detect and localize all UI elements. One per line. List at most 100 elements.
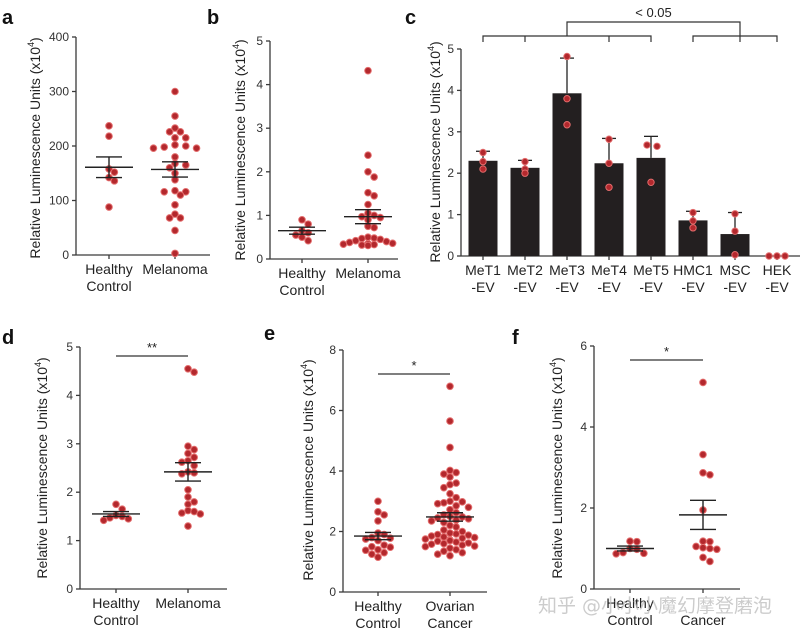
- data-point: [171, 153, 179, 161]
- data-point: [190, 368, 198, 376]
- y-axis-label: Relative Luminescence Units (x104): [231, 39, 248, 260]
- data-point: [605, 183, 613, 191]
- data-point: [470, 533, 479, 542]
- y-tick-label: 2: [447, 166, 454, 180]
- data-point: [452, 530, 460, 538]
- y-axis-label-exponent: 4: [426, 46, 436, 51]
- data-point: [184, 500, 192, 509]
- data-point: [171, 201, 179, 209]
- data-point: [446, 551, 454, 560]
- y-tick-label: 0: [580, 582, 587, 596]
- data-point: [112, 500, 120, 509]
- bar-MeT3-EV: [552, 93, 582, 256]
- data-point: [612, 549, 620, 558]
- data-point: [452, 545, 460, 554]
- data-point: [358, 241, 366, 249]
- data-point: [370, 234, 378, 242]
- y-tick-label: 5: [447, 42, 454, 56]
- data-point: [124, 515, 133, 523]
- data-point: [440, 518, 448, 527]
- data-point: [368, 542, 376, 551]
- data-point: [446, 382, 454, 391]
- data-point: [464, 531, 473, 539]
- data-point: [368, 550, 376, 558]
- data-point: [427, 517, 436, 525]
- data-point: [440, 483, 448, 492]
- y-axis-label-exponent: 4: [231, 44, 241, 49]
- panel-letter-b: b: [207, 7, 219, 29]
- y-tick-label: 200: [49, 139, 69, 153]
- data-point: [160, 143, 169, 151]
- x-category-label: Control: [279, 282, 324, 298]
- data-point: [374, 497, 382, 506]
- y-axis-label-close: ): [549, 357, 565, 362]
- data-point: [446, 521, 454, 530]
- y-axis-label: Relative Luminescence Units (x104): [548, 357, 565, 578]
- data-point: [713, 545, 721, 554]
- y-tick-label: 0: [66, 582, 73, 596]
- data-point: [105, 132, 113, 140]
- data-point: [106, 514, 114, 522]
- y-tick-label: 4: [329, 464, 336, 478]
- x-category-label: MeT2: [507, 262, 543, 278]
- panel-letter-c: c: [405, 7, 416, 29]
- panel-e: e 0 2 4 6 8 Relative Luminescence Units (x104)…: [264, 323, 487, 631]
- data-point: [440, 498, 448, 507]
- data-point: [298, 233, 306, 241]
- x-category-label: MeT5: [633, 262, 669, 278]
- data-point: [699, 450, 707, 459]
- y-axis-label-close: ): [300, 359, 316, 364]
- data-point: [171, 249, 179, 258]
- data-point: [380, 541, 388, 549]
- data-point: [427, 532, 436, 540]
- data-point: [706, 537, 714, 546]
- data-point: [699, 537, 707, 546]
- data-point: [452, 523, 460, 531]
- data-point: [692, 542, 700, 551]
- panel-f: f 0 2 4 6 Relative Luminescence Units (x104) H…: [512, 327, 740, 628]
- y-axis-label-exponent: 4: [26, 42, 36, 47]
- x-category-label: -EV: [555, 279, 579, 295]
- data-point: [479, 165, 487, 173]
- data-point: [440, 547, 448, 555]
- data-point: [689, 224, 697, 232]
- y-axis-label-exponent: 4: [299, 364, 309, 369]
- data-point: [433, 499, 442, 508]
- data-point: [370, 211, 378, 220]
- data-point: [178, 509, 186, 517]
- data-point: [184, 493, 192, 501]
- y-tick-label: 3: [256, 121, 263, 135]
- data-point: [421, 535, 430, 543]
- x-category-label: Melanoma: [142, 261, 208, 277]
- data-point: [458, 541, 467, 549]
- y-tick-label: 3: [66, 437, 73, 451]
- y-tick-label: 0: [447, 249, 454, 263]
- x-category-label: -EV: [723, 279, 747, 295]
- bar-MeT1-EV: [468, 160, 498, 256]
- data-point: [184, 522, 192, 530]
- data-point: [376, 213, 385, 222]
- y-axis-label-close: ): [27, 37, 43, 42]
- y-tick-label: 4: [66, 388, 73, 402]
- x-category-label: MeT3: [549, 262, 585, 278]
- bar-MeT2-EV: [510, 167, 540, 256]
- data-point: [110, 168, 119, 176]
- data-point: [452, 479, 460, 487]
- x-category-label: -EV: [513, 279, 537, 295]
- bracket-comparison: [566, 21, 741, 42]
- data-point: [699, 468, 707, 477]
- data-point: [364, 233, 372, 241]
- data-point: [376, 235, 385, 244]
- data-point: [176, 128, 185, 136]
- data-point: [386, 543, 395, 552]
- data-point: [452, 538, 460, 546]
- data-point: [99, 516, 108, 525]
- data-point: [364, 188, 372, 197]
- data-point: [374, 508, 382, 516]
- data-point: [345, 238, 354, 247]
- y-tick-label: 300: [49, 85, 69, 99]
- data-point: [190, 507, 198, 516]
- data-point: [731, 227, 739, 235]
- x-category-label: MeT4: [591, 262, 627, 278]
- data-point: [171, 186, 179, 195]
